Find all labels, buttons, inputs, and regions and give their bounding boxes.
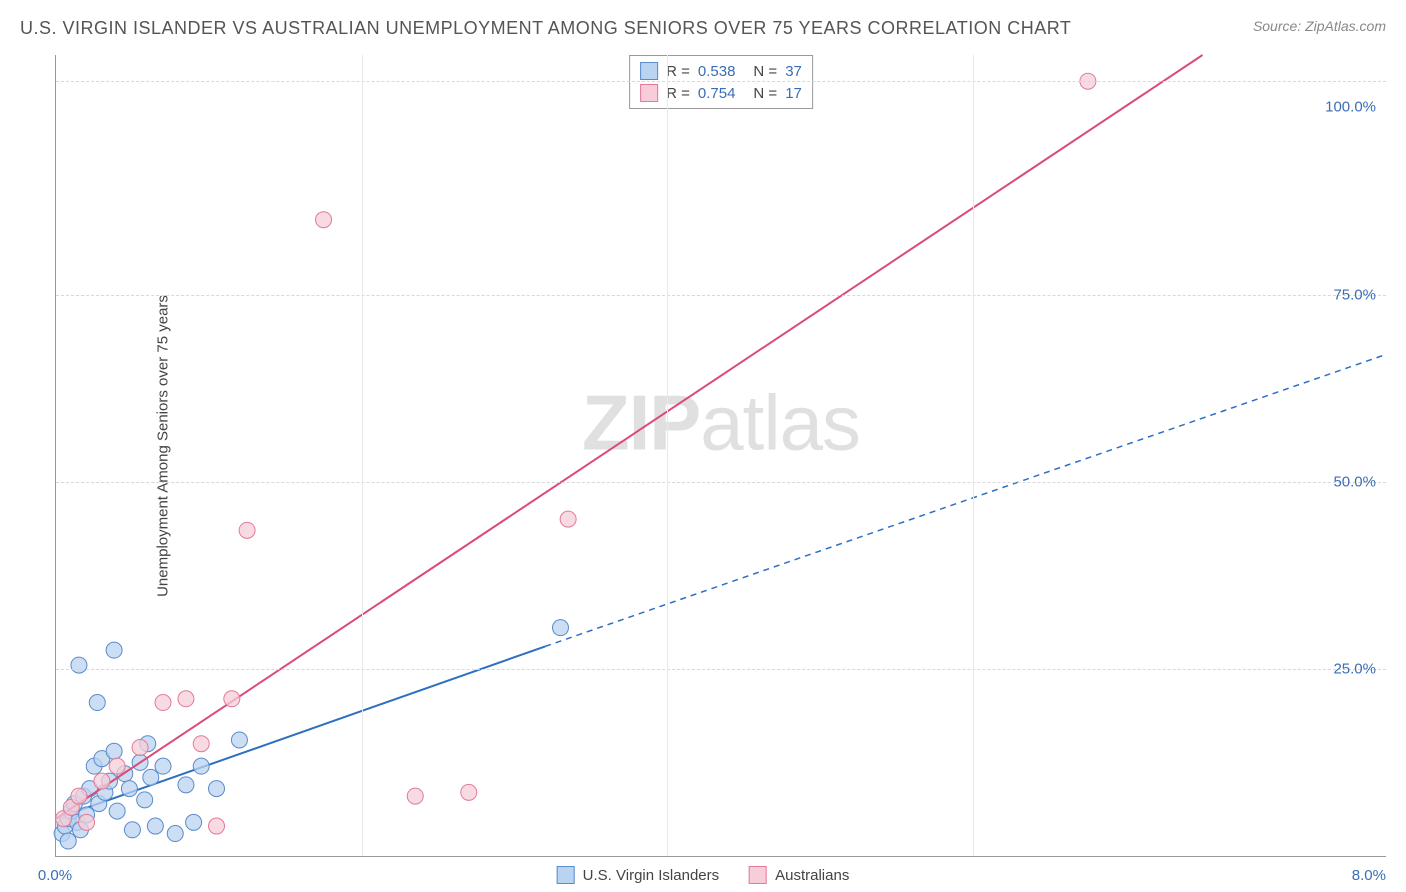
data-point bbox=[137, 792, 153, 808]
data-point bbox=[121, 781, 137, 797]
trend-line-dashed bbox=[545, 354, 1386, 646]
legend-swatch bbox=[640, 84, 658, 102]
data-point bbox=[407, 788, 423, 804]
data-point bbox=[155, 695, 171, 711]
data-point bbox=[89, 695, 105, 711]
data-point bbox=[560, 511, 576, 527]
gridline-vertical bbox=[973, 55, 974, 856]
gridline-horizontal bbox=[56, 482, 1386, 483]
y-tick-label: 25.0% bbox=[1333, 660, 1376, 677]
data-point bbox=[71, 657, 87, 673]
data-point bbox=[71, 788, 87, 804]
data-point bbox=[209, 818, 225, 834]
stats-legend-row: R = 0.754 N = 17 bbox=[640, 82, 802, 104]
data-point bbox=[94, 773, 110, 789]
data-point bbox=[239, 522, 255, 538]
data-point bbox=[209, 781, 225, 797]
data-point bbox=[155, 758, 171, 774]
data-point bbox=[124, 822, 140, 838]
data-point bbox=[316, 212, 332, 228]
stat-r-label: R = bbox=[666, 85, 690, 102]
data-point bbox=[106, 743, 122, 759]
legend-swatch bbox=[749, 866, 767, 884]
data-point bbox=[224, 691, 240, 707]
data-point bbox=[60, 833, 76, 849]
data-point bbox=[132, 739, 148, 755]
source-attribution: Source: ZipAtlas.com bbox=[1253, 18, 1386, 34]
data-point bbox=[178, 777, 194, 793]
data-point bbox=[109, 803, 125, 819]
gridline-horizontal bbox=[56, 669, 1386, 670]
stat-n-value: 37 bbox=[785, 63, 802, 80]
data-point bbox=[167, 826, 183, 842]
legend-swatch bbox=[640, 62, 658, 80]
data-point bbox=[178, 691, 194, 707]
gridline-vertical bbox=[362, 55, 363, 856]
stats-legend-row: R = 0.538 N = 37 bbox=[640, 60, 802, 82]
x-tick-max: 8.0% bbox=[1352, 867, 1386, 884]
data-point bbox=[147, 818, 163, 834]
chart-title: U.S. VIRGIN ISLANDER VS AUSTRALIAN UNEMP… bbox=[20, 18, 1071, 39]
data-point bbox=[193, 758, 209, 774]
legend-label: Australians bbox=[775, 867, 849, 884]
stat-n-value: 17 bbox=[785, 85, 802, 102]
bottom-legend-item: Australians bbox=[749, 866, 849, 884]
bottom-legend: U.S. Virgin Islanders Australians bbox=[557, 866, 850, 884]
legend-label: U.S. Virgin Islanders bbox=[583, 867, 719, 884]
y-tick-label: 50.0% bbox=[1333, 473, 1376, 490]
y-tick-label: 100.0% bbox=[1325, 99, 1376, 116]
gridline-horizontal bbox=[56, 81, 1386, 82]
gridline-horizontal bbox=[56, 295, 1386, 296]
data-point bbox=[143, 769, 159, 785]
x-tick-origin: 0.0% bbox=[38, 867, 72, 884]
stat-r-label: R = bbox=[666, 63, 690, 80]
data-point bbox=[461, 784, 477, 800]
stat-n-label: N = bbox=[753, 63, 777, 80]
y-tick-label: 75.0% bbox=[1333, 286, 1376, 303]
data-point bbox=[552, 620, 568, 636]
data-point bbox=[79, 814, 95, 830]
gridline-vertical bbox=[667, 55, 668, 856]
data-point bbox=[109, 758, 125, 774]
data-point bbox=[186, 814, 202, 830]
scatter-plot-svg bbox=[56, 55, 1386, 856]
bottom-legend-item: U.S. Virgin Islanders bbox=[557, 866, 719, 884]
chart-plot-area: ZIPatlas R =0.538N =37R =0.754N =17 25.0… bbox=[55, 55, 1386, 857]
data-point bbox=[193, 736, 209, 752]
stat-n-label: N = bbox=[753, 85, 777, 102]
data-point bbox=[231, 732, 247, 748]
legend-swatch bbox=[557, 866, 575, 884]
stat-r-value: 0.754 bbox=[698, 85, 736, 102]
data-point bbox=[106, 642, 122, 658]
stat-r-value: 0.538 bbox=[698, 63, 736, 80]
